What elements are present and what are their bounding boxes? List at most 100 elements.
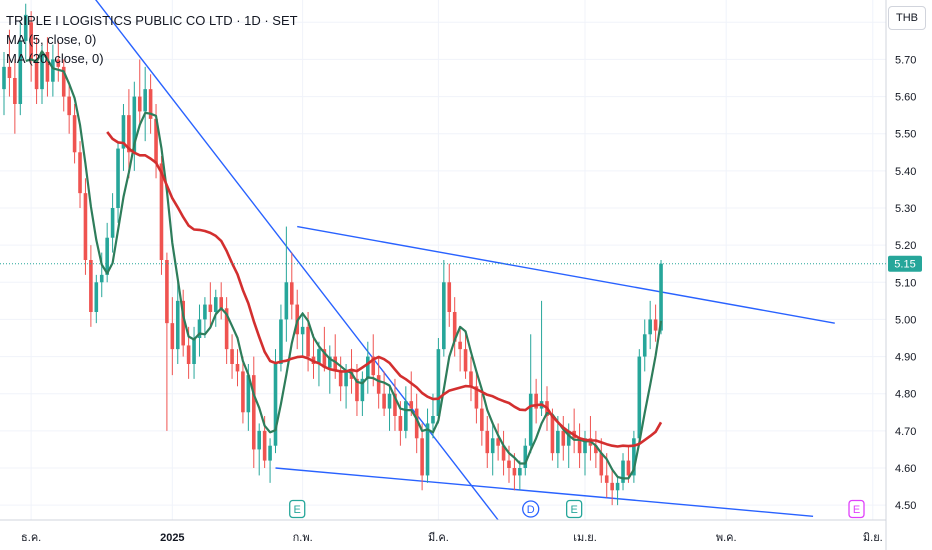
candle-body <box>518 468 522 476</box>
candle-body <box>594 445 598 454</box>
candle-body <box>458 341 462 350</box>
candle-body <box>40 52 44 90</box>
candle-body <box>382 393 386 409</box>
ma5-legend[interactable]: MA (5, close, 0) <box>6 32 97 47</box>
candle-body <box>621 460 625 483</box>
event-marker-label: E <box>570 504 577 516</box>
earnings-marker-shape <box>566 499 583 519</box>
y-tick-label: 5.10 <box>895 277 916 289</box>
event-marker-label: E <box>853 504 860 516</box>
dividend-marker-shape <box>522 500 540 518</box>
candle-body <box>78 152 82 194</box>
candle-body <box>241 371 245 413</box>
candle-body <box>262 430 267 461</box>
candle-body <box>203 304 207 320</box>
candle-body <box>121 115 126 149</box>
candle-body <box>300 326 305 335</box>
candle-body <box>13 78 17 104</box>
trendline <box>275 467 814 517</box>
candle-body <box>414 408 419 439</box>
candle-body <box>322 349 327 368</box>
candle-body <box>116 148 120 208</box>
candle-body <box>170 323 175 350</box>
y-tick-label: 5.50 <box>895 129 916 141</box>
candle-body <box>469 371 473 387</box>
candle-body <box>94 282 99 312</box>
candle-body <box>556 430 560 454</box>
earnings-marker[interactable]: E <box>289 499 306 519</box>
candle-body <box>213 297 218 312</box>
candle-body <box>273 364 278 446</box>
currency-button[interactable]: THB <box>888 6 926 30</box>
candle-body <box>523 445 528 468</box>
candle-body <box>143 89 147 112</box>
candle-body <box>289 282 294 305</box>
candle-body <box>110 208 115 238</box>
candle-body <box>387 393 392 409</box>
candle-body <box>246 375 251 413</box>
earnings-marker-shape <box>848 499 865 519</box>
candle-body <box>604 475 609 483</box>
candle-body <box>251 375 256 450</box>
event-marker-label: E <box>294 504 301 516</box>
x-tick-label: พ.ค. <box>716 532 737 544</box>
candle-body <box>349 371 354 379</box>
candle-body <box>132 96 137 153</box>
candles <box>2 3 663 506</box>
candle-body <box>366 356 370 379</box>
candle-body <box>83 193 88 260</box>
candle-body <box>659 263 663 331</box>
candle-body <box>328 356 332 368</box>
candle-body <box>105 237 109 275</box>
candle-body <box>642 334 647 357</box>
candle-body <box>175 300 180 350</box>
candle-body <box>648 319 652 335</box>
candle-body <box>2 66 6 90</box>
y-tick-label: 5.70 <box>895 54 916 66</box>
dividend-marker[interactable]: D <box>522 500 540 518</box>
candle-body <box>23 14 28 41</box>
candle-body <box>566 430 571 446</box>
candle-body <box>208 304 213 312</box>
earnings-marker[interactable]: E <box>848 499 865 519</box>
candle-body <box>29 22 33 60</box>
candle-body <box>452 312 457 342</box>
event-marker-label: D <box>527 504 535 516</box>
earnings-marker-shape <box>289 499 306 519</box>
y-tick-label: 4.90 <box>895 352 916 364</box>
candle-body <box>99 274 104 283</box>
candle-body <box>89 260 93 312</box>
candle-body <box>67 96 71 116</box>
candle-body <box>653 319 658 331</box>
earnings-marker[interactable]: E <box>566 499 583 519</box>
candle-body <box>474 386 479 409</box>
candle-body <box>637 356 642 439</box>
ma20-legend[interactable]: MA (20, close, 0) <box>6 51 104 66</box>
y-tick-label: 5.60 <box>895 92 916 104</box>
candle-body <box>404 401 408 431</box>
chart-title[interactable]: TRIPLE I LOGISTICS PUBLIC CO LTD · 1D · … <box>6 13 298 28</box>
candle-body <box>371 356 376 376</box>
x-tick-label: 2025 <box>160 532 184 544</box>
candle-body <box>257 430 262 450</box>
candle-body <box>376 375 381 394</box>
candle-body <box>626 460 631 476</box>
candle-body <box>344 371 348 387</box>
candle-body <box>393 393 397 416</box>
last-price-badge <box>888 255 922 272</box>
y-tick-label: 4.50 <box>895 500 916 512</box>
y-tick-label: 4.80 <box>895 389 916 401</box>
y-tick-label: 5.30 <box>895 203 916 215</box>
x-tick-label: ก.พ. <box>293 532 313 544</box>
candle-body <box>431 416 435 424</box>
candle-body <box>490 438 495 454</box>
candle-body <box>148 89 153 119</box>
y-tick-label: 5.40 <box>895 166 916 178</box>
candle-body <box>137 96 142 112</box>
chart-grid <box>0 0 886 520</box>
chart-legend: TRIPLE I LOGISTICS PUBLIC CO LTD · 1D · … <box>6 11 298 68</box>
candle-body <box>61 66 66 97</box>
candle-body <box>159 163 164 260</box>
